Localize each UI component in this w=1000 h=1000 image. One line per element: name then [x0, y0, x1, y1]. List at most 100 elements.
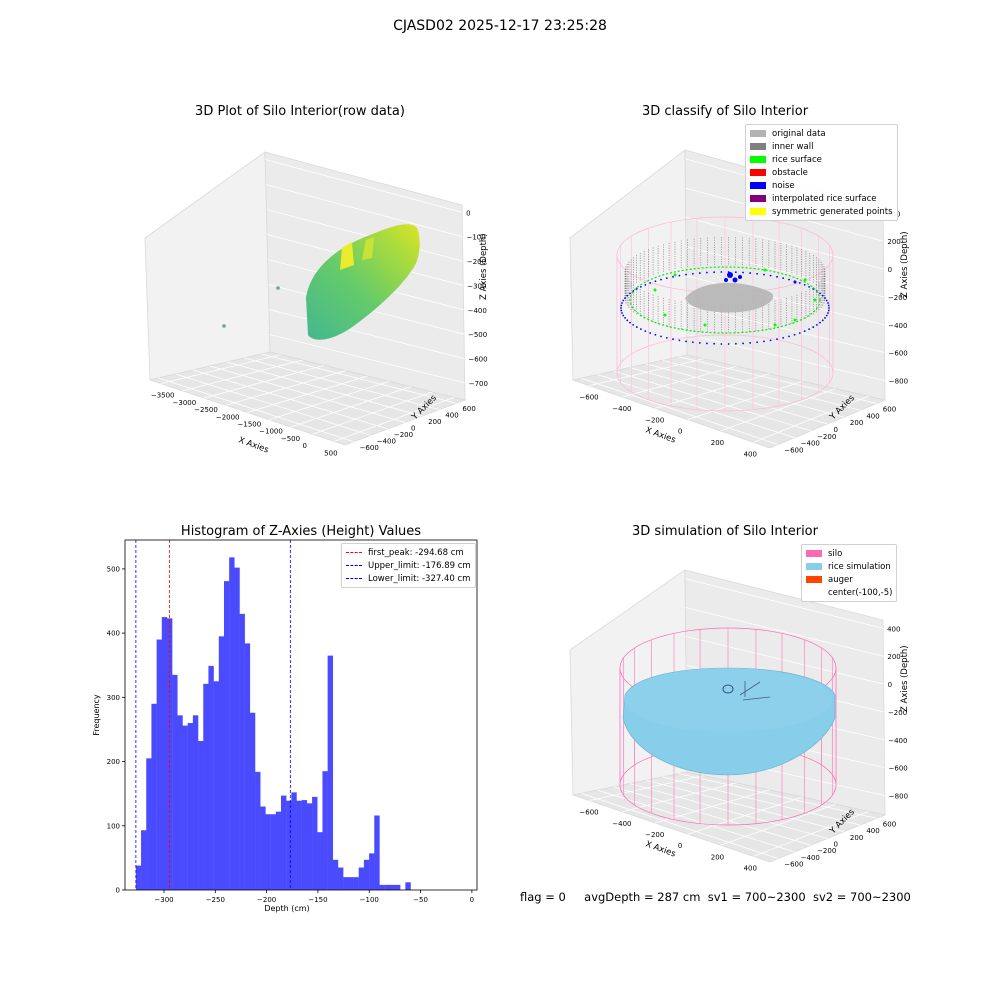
histogram-bar: [301, 800, 308, 890]
z-tick-label: −200: [888, 294, 907, 302]
legend-swatch: [750, 156, 766, 163]
histogram-y-tick: 200: [107, 758, 120, 766]
legend-label: noise: [772, 180, 795, 191]
x-tick-label: 0: [303, 442, 307, 450]
status-line: flag = 0 avgDepth = 287 cm sv1 = 700~230…: [520, 890, 911, 904]
histogram-bar: [306, 803, 313, 890]
x-tick-label: −2000: [216, 413, 240, 421]
panel2-back-wall-left: [569, 149, 688, 381]
histogram-bar: [239, 613, 245, 890]
y-tick-label: 400: [866, 412, 879, 420]
panel1-outlier-2: [222, 324, 226, 328]
panel4-zlabel: Z Axies (Depth): [900, 645, 910, 712]
legend-label: original data: [772, 128, 826, 139]
histogram-legend-item: first_peak: -294.68 cm: [346, 546, 471, 559]
histogram-bar: [223, 581, 230, 890]
x-tick-label: −600: [579, 394, 598, 402]
histogram-bar: [161, 617, 168, 890]
histogram-bar: [312, 796, 318, 890]
z-tick-label: −800: [889, 378, 908, 386]
panel4-legend: silo rice simulation auger center(-100,-5): [801, 544, 898, 602]
panel2-legend: original data inner wall rice surface obsta…: [745, 124, 898, 221]
histogram-bar: [244, 643, 251, 890]
legend-line-swatch: [346, 552, 362, 553]
histogram-y-tick: 400: [107, 630, 120, 638]
legend-label: center(-100,-5): [828, 587, 893, 598]
histogram-bar: [213, 681, 219, 890]
legend-swatch: [750, 130, 766, 137]
panel2-rice-points: [653, 268, 817, 327]
histogram-bar: [343, 877, 349, 890]
histogram-legend-item: Upper_limit: -176.89 cm: [346, 559, 471, 572]
y-tick-label: 600: [462, 405, 475, 413]
z-tick-label: −200: [888, 709, 907, 717]
panel1-blob-highlight: [340, 242, 354, 270]
panel1-plot: −3500−3000−2500−2000−1500−1000−5000500−6…: [144, 151, 489, 457]
x-tick-label: −1000: [259, 428, 283, 436]
z-tick-label: 0: [888, 266, 892, 274]
histogram-bar: [322, 771, 328, 890]
z-tick-label: −400: [888, 737, 907, 745]
panel1-blob-highlight-2: [362, 237, 374, 260]
legend-swatch: [750, 182, 766, 189]
status-sv2: sv2 = 700~2300: [812, 890, 911, 904]
histogram-frame: [124, 539, 478, 891]
x-tick-label: −200: [645, 831, 664, 839]
histogram-bar: [141, 830, 147, 890]
histogram-axes: −300 −250 −200 −150 −100 −50 0 0 100 200 300 400 500: [107, 539, 478, 904]
histogram-bar: [182, 725, 188, 890]
x-tick-label: −600: [579, 809, 598, 817]
legend-item: original data: [750, 127, 893, 140]
legend-label: Upper_limit: -176.89 cm: [368, 560, 471, 571]
panel3-title: Histogram of Z-Axies (Height) Values: [180, 524, 422, 539]
histogram-bar: [296, 800, 302, 890]
panel2-rice-surface: [629, 266, 821, 334]
panel1-outlier: [276, 286, 280, 290]
legend-item: auger: [806, 573, 892, 586]
legend-swatch: [806, 563, 822, 570]
histogram-bar: [379, 884, 385, 890]
histogram-legend-item: Lower_limit: -327.40 cm: [346, 572, 471, 585]
z-tick-label: −400: [468, 307, 487, 315]
histogram-x-tick: 0: [470, 896, 474, 904]
histogram-bar: [374, 815, 380, 890]
panel1-zlabel: Z Axies (Depth): [479, 233, 489, 300]
z-tick-label: −100: [466, 234, 485, 242]
histogram-bar: [151, 703, 157, 890]
z-tick-label: −600: [889, 765, 908, 773]
panel2-silo-wireframe: [616, 216, 834, 412]
y-tick-label: 600: [883, 405, 896, 413]
legend-label: inner wall: [772, 141, 814, 152]
status-flag: flag = 0: [520, 890, 566, 904]
panel2-title: 3D classify of Silo Interior: [641, 104, 809, 119]
legend-swatch: [806, 550, 822, 557]
x-tick-label: 200: [711, 853, 724, 861]
histogram-bar: [275, 811, 282, 890]
histogram-bar: [280, 795, 287, 890]
histogram-bar: [291, 792, 297, 890]
histogram-bar: [187, 723, 194, 890]
histogram-bar: [369, 853, 375, 890]
legend-label: Lower_limit: -327.40 cm: [368, 573, 471, 584]
panel1-ticks: −3500−3000−2500−2000−1500−1000−5000500−6…: [151, 209, 488, 457]
x-tick-label: −2500: [194, 406, 218, 414]
legend-label: rice simulation: [828, 561, 891, 572]
histogram-bar: [177, 715, 183, 890]
histogram-bar: [389, 884, 396, 890]
z-tick-label: −600: [889, 350, 908, 358]
z-tick-label: −500: [468, 331, 487, 339]
y-tick-label: −400: [377, 437, 396, 445]
y-tick-label: 0: [834, 841, 838, 849]
histogram-bar: [358, 867, 365, 890]
panel4-xlabel: X Axies: [644, 839, 677, 859]
panel1-title: 3D Plot of Silo Interior(row data): [195, 104, 405, 119]
x-tick-label: 400: [744, 864, 757, 872]
z-tick-label: −300: [467, 282, 486, 290]
histogram-lines: [135, 540, 291, 890]
legend-item: center(-100,-5): [806, 586, 892, 599]
panel1-blob: [306, 224, 420, 340]
x-tick-label: 500: [324, 449, 337, 457]
histogram-bar: [146, 758, 152, 890]
